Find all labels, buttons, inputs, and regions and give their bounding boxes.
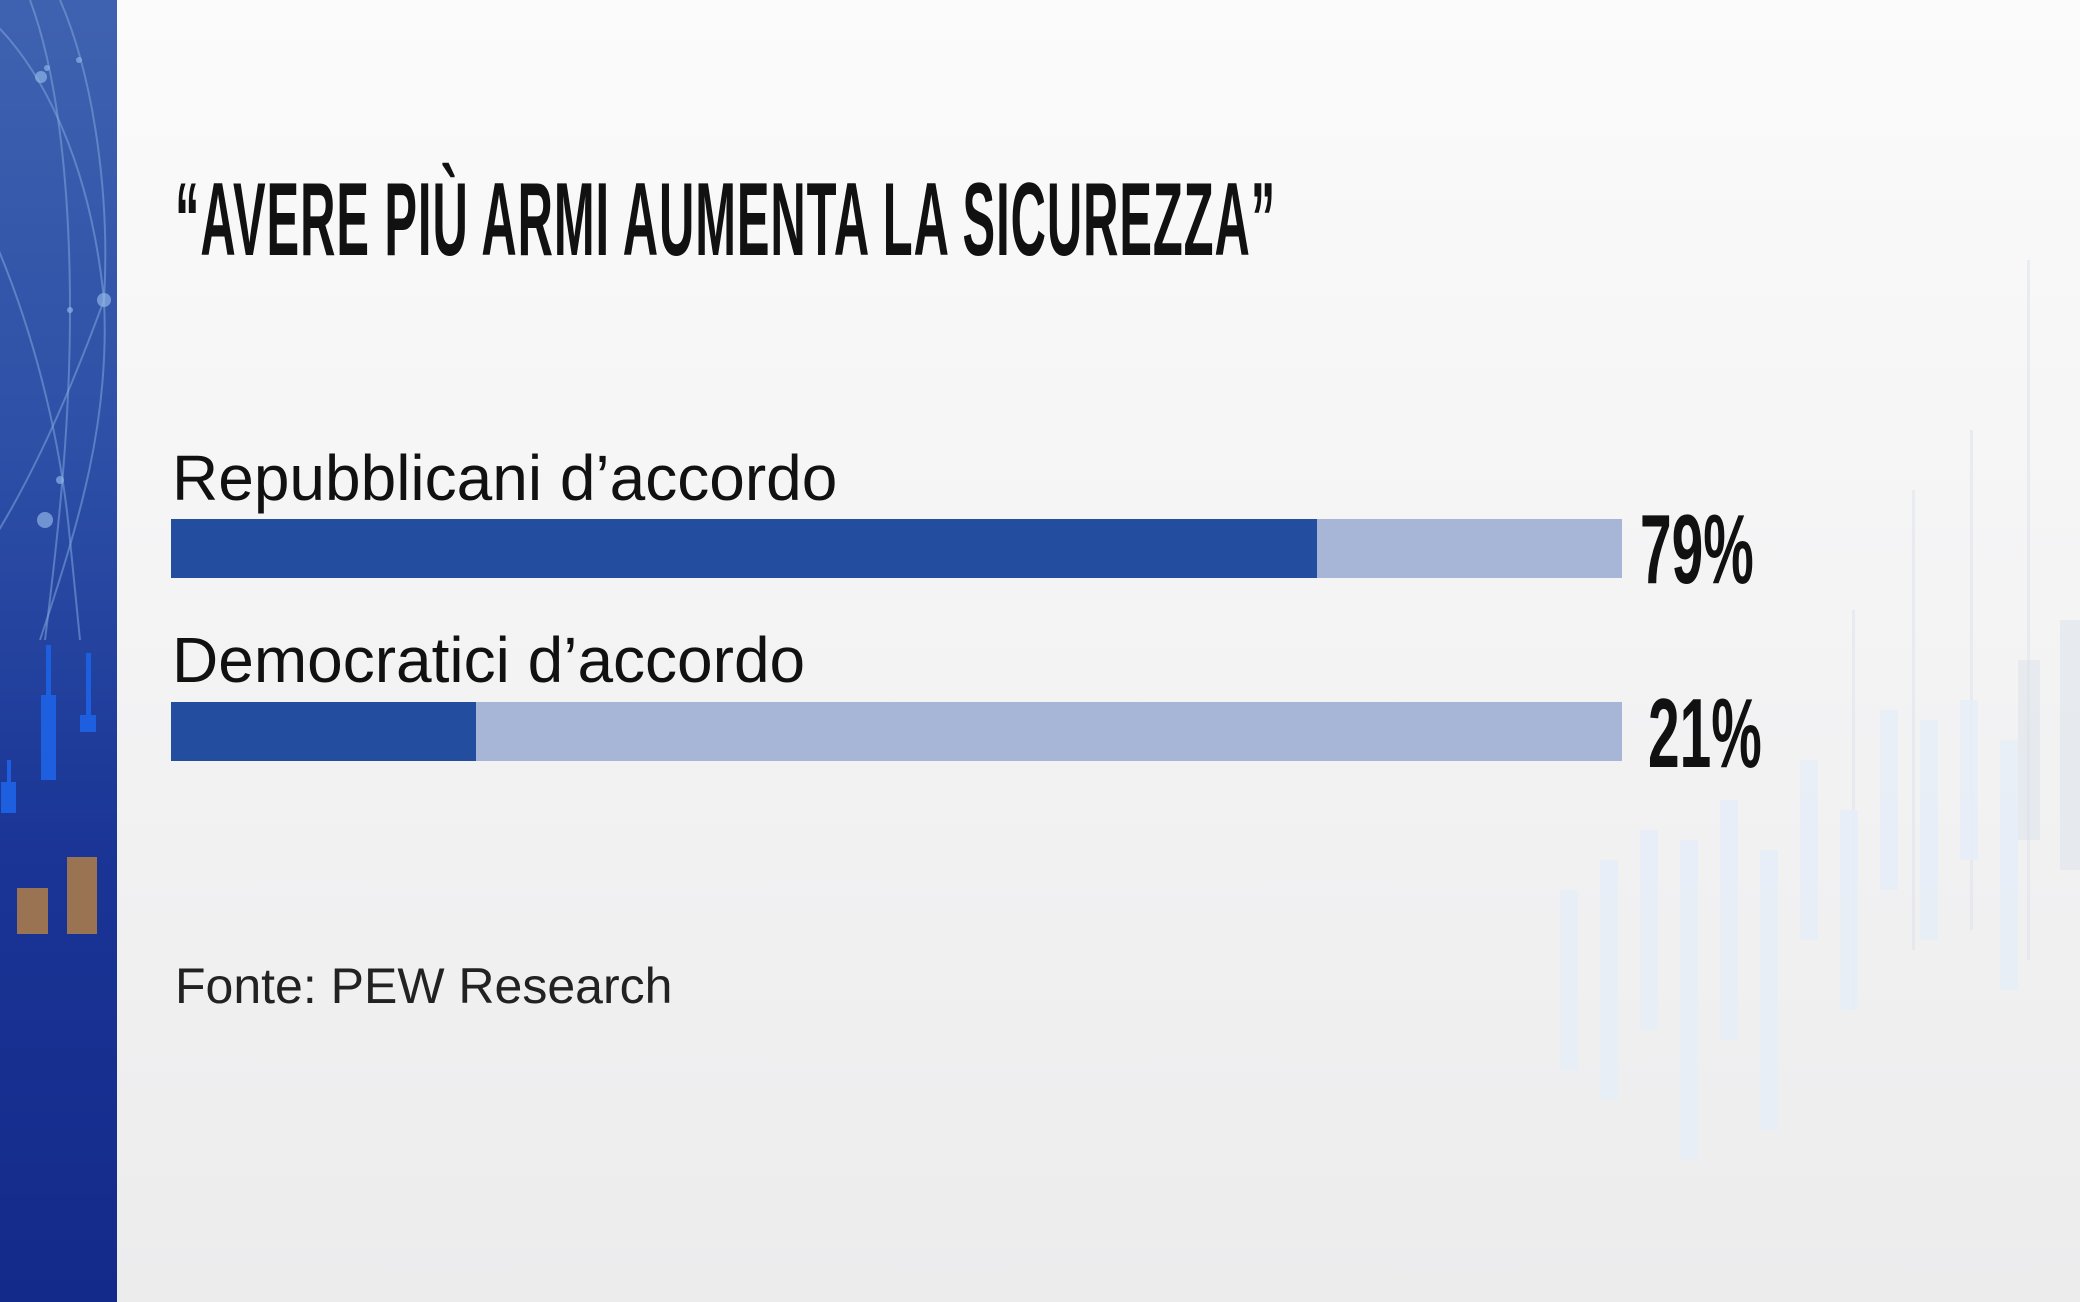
value-label-democrats: 21%	[1648, 678, 1762, 788]
candlestick-decoration	[41, 695, 56, 780]
decorative-sidebar	[0, 0, 117, 1302]
bar-fill-republicans	[171, 519, 1318, 578]
bar-track-democrats	[171, 702, 1622, 761]
bar-label-republicans: Repubblicani d’accordo	[172, 442, 838, 514]
bar-label-democrats: Democratici d’accordo	[172, 624, 806, 696]
candlestick-decoration	[7, 760, 11, 790]
source-note: Fonte: PEW Research	[175, 958, 673, 1014]
candlestick-decoration	[80, 715, 96, 732]
bar-decoration	[17, 888, 48, 934]
bar-track-republicans	[171, 519, 1622, 578]
candlestick-decoration	[1, 782, 16, 813]
candlestick-decoration	[86, 653, 91, 723]
value-label-republicans: 79%	[1640, 494, 1754, 604]
bar-fill-democrats	[171, 702, 476, 761]
chart-title: “AVERE PIÙ ARMI AUMENTA LA SICUREZZA”	[175, 162, 1277, 278]
candlestick-decoration	[46, 645, 51, 705]
network-lines-decoration	[0, 0, 111, 640]
background-candlestick-decoration	[1560, 260, 2080, 1160]
bar-decoration	[67, 857, 97, 934]
